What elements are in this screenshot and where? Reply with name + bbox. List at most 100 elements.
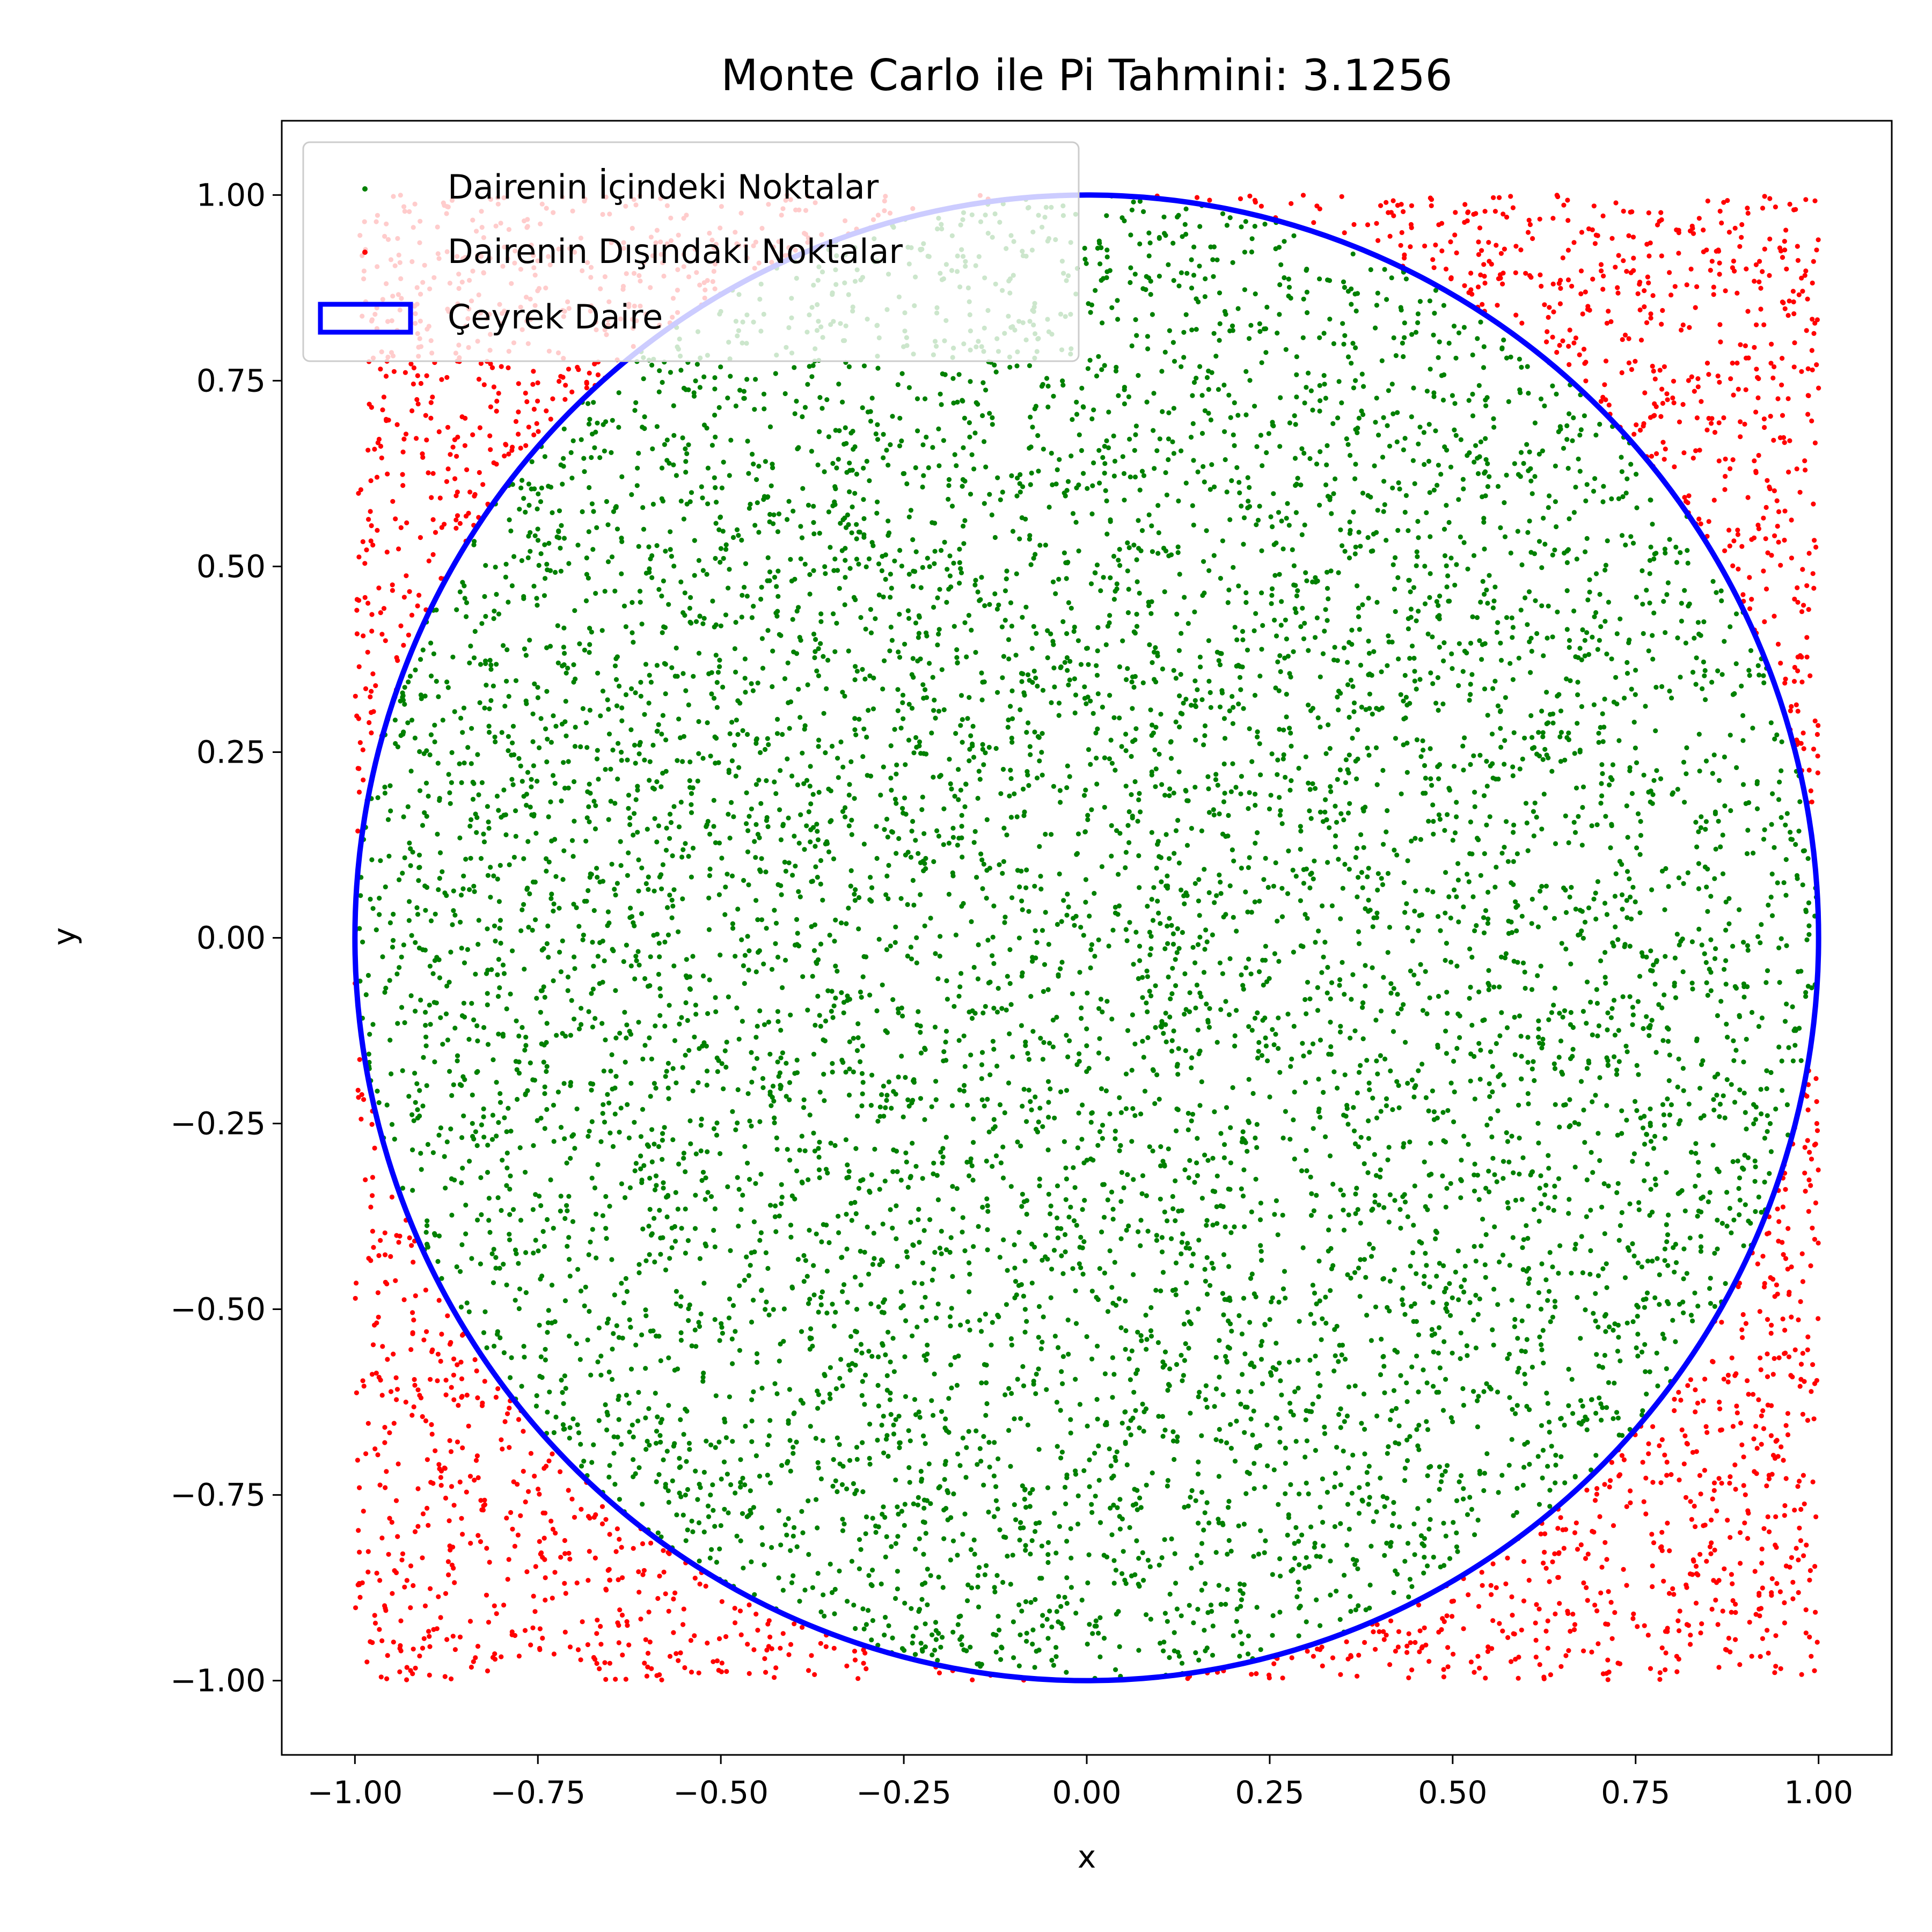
inside-point bbox=[889, 787, 894, 793]
inside-point bbox=[358, 893, 363, 898]
inside-point bbox=[1139, 1338, 1144, 1343]
inside-point bbox=[410, 1147, 415, 1153]
inside-point bbox=[680, 896, 685, 902]
inside-point bbox=[1324, 586, 1330, 591]
inside-point bbox=[536, 491, 541, 497]
inside-point bbox=[619, 705, 625, 711]
inside-point bbox=[1547, 493, 1552, 499]
inside-point bbox=[885, 1329, 891, 1335]
inside-point bbox=[807, 591, 813, 597]
inside-point bbox=[591, 400, 596, 405]
inside-point bbox=[785, 1460, 790, 1466]
inside-point bbox=[854, 1048, 860, 1053]
inside-point bbox=[1282, 239, 1287, 244]
outside-point bbox=[1533, 1655, 1539, 1660]
outside-point bbox=[421, 1337, 427, 1343]
inside-point bbox=[1338, 1023, 1343, 1029]
outside-point bbox=[1486, 240, 1491, 245]
inside-point bbox=[1591, 488, 1597, 494]
inside-point bbox=[904, 1159, 909, 1165]
inside-point bbox=[817, 395, 823, 400]
inside-point bbox=[861, 465, 866, 471]
inside-point bbox=[786, 1418, 791, 1423]
inside-point bbox=[1380, 455, 1386, 460]
inside-point bbox=[1419, 1062, 1425, 1067]
inside-point bbox=[1653, 685, 1659, 690]
outside-point bbox=[1762, 619, 1767, 625]
inside-point bbox=[1511, 730, 1517, 735]
inside-point bbox=[758, 1172, 764, 1177]
outside-point bbox=[369, 1372, 375, 1377]
outside-point bbox=[1696, 516, 1702, 522]
inside-point bbox=[773, 1229, 779, 1234]
inside-point bbox=[1392, 1348, 1397, 1353]
inside-point bbox=[1743, 1110, 1748, 1115]
inside-point bbox=[1318, 1115, 1323, 1120]
inside-point bbox=[638, 1166, 643, 1172]
inside-point bbox=[1568, 961, 1574, 967]
inside-point bbox=[839, 990, 844, 996]
outside-point bbox=[509, 448, 515, 453]
inside-point bbox=[1684, 1271, 1689, 1276]
outside-point bbox=[1452, 232, 1458, 238]
inside-point bbox=[618, 863, 624, 868]
inside-point bbox=[1693, 819, 1699, 825]
inside-point bbox=[1624, 671, 1630, 676]
inside-point bbox=[1424, 389, 1430, 394]
outside-point bbox=[1775, 641, 1781, 647]
outside-point bbox=[657, 1672, 662, 1678]
inside-point bbox=[1633, 1099, 1638, 1104]
inside-point bbox=[981, 1434, 986, 1439]
inside-point bbox=[486, 819, 491, 825]
outside-point bbox=[437, 495, 443, 501]
inside-point bbox=[729, 758, 735, 764]
inside-point bbox=[1733, 1048, 1739, 1053]
inside-point bbox=[1391, 1590, 1396, 1596]
inside-point bbox=[1222, 1297, 1227, 1302]
inside-point bbox=[1338, 1425, 1343, 1430]
inside-point bbox=[477, 700, 482, 705]
outside-point bbox=[510, 1526, 515, 1532]
inside-point bbox=[1669, 696, 1674, 701]
outside-point bbox=[1717, 322, 1723, 327]
inside-point bbox=[566, 561, 572, 566]
outside-point bbox=[1630, 235, 1636, 240]
inside-point bbox=[1540, 1036, 1546, 1042]
inside-point bbox=[1620, 906, 1625, 912]
inside-point bbox=[910, 1333, 915, 1338]
inside-point bbox=[1672, 955, 1678, 961]
inside-point bbox=[1259, 647, 1264, 652]
inside-point bbox=[1498, 708, 1503, 713]
inside-point bbox=[594, 525, 599, 530]
inside-point bbox=[504, 1282, 509, 1287]
outside-point bbox=[420, 1555, 425, 1561]
inside-point bbox=[1145, 1009, 1150, 1014]
inside-point bbox=[526, 502, 532, 508]
inside-point bbox=[696, 719, 701, 724]
inside-point bbox=[1466, 1141, 1471, 1147]
inside-point bbox=[428, 674, 434, 679]
outside-point bbox=[1745, 1536, 1751, 1541]
inside-point bbox=[1073, 1377, 1078, 1382]
inside-point bbox=[737, 1348, 742, 1353]
inside-point bbox=[1327, 1153, 1333, 1159]
inside-point bbox=[638, 693, 643, 699]
inside-point bbox=[1342, 333, 1348, 338]
inside-point bbox=[1321, 1543, 1326, 1549]
inside-point bbox=[1147, 240, 1153, 246]
inside-point bbox=[1401, 698, 1406, 704]
inside-point bbox=[834, 620, 839, 626]
inside-point bbox=[1065, 891, 1070, 897]
inside-point bbox=[652, 1141, 657, 1147]
outside-point bbox=[1398, 243, 1403, 248]
inside-point bbox=[824, 1268, 830, 1274]
inside-point bbox=[1586, 652, 1592, 657]
outside-point bbox=[1395, 1644, 1401, 1650]
inside-point bbox=[551, 773, 556, 778]
inside-point bbox=[794, 398, 799, 404]
inside-point bbox=[1206, 890, 1212, 895]
inside-point bbox=[730, 1439, 735, 1444]
inside-point bbox=[670, 1066, 676, 1071]
inside-point bbox=[1636, 1207, 1642, 1212]
inside-point bbox=[1190, 1111, 1196, 1117]
